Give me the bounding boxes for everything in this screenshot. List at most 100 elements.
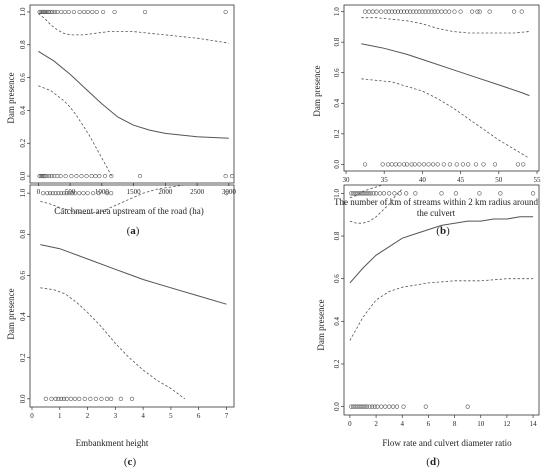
- x-tick-label-b-2: 40: [419, 176, 427, 184]
- data-point-b-1: [366, 9, 372, 14]
- x-tick-label-d-0: 0: [348, 420, 352, 428]
- data-point-b-28: [469, 9, 475, 14]
- data-point-c-35: [109, 396, 114, 401]
- data-point-d-25: [349, 404, 354, 409]
- data-point-c-1: [45, 191, 50, 196]
- x-tick-label-c-1: 1: [58, 412, 62, 420]
- data-point-b-34: [363, 162, 368, 167]
- data-point-a-22: [112, 9, 117, 15]
- data-point-c-13: [81, 191, 86, 196]
- data-point-c-4: [53, 191, 58, 196]
- x-tick-label-c-4: 4: [141, 412, 145, 420]
- data-point-d-34: [367, 404, 372, 409]
- data-point-a-35: [58, 173, 63, 179]
- data-point-a-24: [223, 9, 228, 15]
- data-point-b-55: [481, 162, 486, 167]
- data-point-b-32: [511, 9, 517, 14]
- data-point-a-17: [81, 9, 87, 15]
- data-point-d-36: [372, 404, 377, 409]
- data-point-c-28: [72, 396, 78, 401]
- y-tick-label-d-2: 0.4: [333, 316, 341, 325]
- data-point-a-33: [52, 173, 57, 179]
- data-point-c-37: [129, 396, 135, 401]
- x-tick-label-b-0: 30: [343, 176, 351, 184]
- data-point-a-10: [52, 9, 57, 15]
- y-tick-label-b-3: 0.6: [333, 68, 341, 77]
- ci-line-b-2: [361, 78, 530, 159]
- y-tick-label-d-0: 0.0: [333, 402, 341, 411]
- y-tick-label-a-3: 0.6: [19, 73, 27, 82]
- data-point-a-38: [74, 173, 79, 179]
- data-point-b-11: [401, 9, 407, 14]
- data-point-b-49: [441, 162, 446, 167]
- data-point-d-2: [353, 191, 358, 196]
- data-point-d-7: [362, 191, 368, 196]
- data-point-b-47: [430, 162, 436, 167]
- data-point-a-39: [79, 173, 84, 179]
- data-point-c-29: [77, 396, 82, 401]
- data-point-d-39: [383, 404, 388, 409]
- data-point-c-14: [85, 191, 90, 196]
- data-point-d-20: [439, 191, 444, 196]
- x-tick-label-a-3: 1500: [127, 188, 142, 196]
- data-point-c-8: [64, 191, 69, 196]
- data-point-c-6: [59, 191, 64, 196]
- data-point-b-3: [374, 9, 379, 14]
- data-point-a-19: [90, 9, 95, 15]
- data-point-c-7: [61, 191, 67, 196]
- fit-line-c-0: [40, 244, 227, 305]
- data-point-b-45: [421, 162, 427, 167]
- x-tick-label-c-0: 0: [30, 412, 34, 420]
- x-axis-label-b-line-1: The number of km of streams within 2 km …: [334, 197, 538, 207]
- data-point-d-17: [397, 191, 402, 196]
- data-point-c-34: [104, 396, 110, 401]
- data-point-d-43: [401, 404, 406, 409]
- data-point-b-40: [401, 162, 407, 167]
- data-point-d-8: [364, 191, 370, 196]
- data-point-d-9: [366, 191, 371, 196]
- data-point-a-28: [41, 173, 46, 179]
- data-point-b-53: [466, 162, 471, 167]
- data-point-a-6: [45, 9, 50, 15]
- panel-label-c: (c): [124, 456, 137, 468]
- x-tick-label-b-3: 45: [457, 176, 465, 184]
- data-point-c-27: [68, 396, 73, 401]
- data-point-b-52: [460, 162, 465, 167]
- data-point-b-50: [447, 162, 453, 167]
- x-tick-label-c-5: 5: [169, 412, 173, 420]
- data-point-c-11: [72, 191, 78, 196]
- y-tick-label-c-5: 1.0: [19, 188, 27, 197]
- data-point-b-20: [429, 9, 434, 14]
- data-point-d-26: [351, 404, 356, 409]
- data-point-b-8: [392, 9, 397, 14]
- data-point-d-41: [390, 404, 396, 409]
- y-tick-label-a-5: 1.0: [19, 7, 27, 16]
- x-tick-label-d-7: 14: [530, 420, 538, 428]
- data-point-c-15: [91, 191, 96, 196]
- x-tick-label-b-1: 35: [381, 176, 389, 184]
- x-tick-label-a-1: 500: [65, 188, 76, 196]
- panel-label-a: (a): [127, 225, 140, 237]
- data-point-b-39: [397, 162, 402, 167]
- y-axis-label-b: Dam presence: [312, 65, 322, 116]
- data-point-a-43: [97, 173, 102, 179]
- data-point-c-3: [50, 191, 55, 196]
- curves-b: [361, 17, 530, 159]
- data-point-b-0: [363, 9, 368, 14]
- data-point-d-30: [358, 404, 364, 409]
- plot-frame-d: [343, 184, 540, 416]
- data-point-b-43: [412, 162, 417, 167]
- data-point-a-42: [93, 173, 98, 179]
- data-point-d-1: [351, 191, 356, 196]
- data-point-b-31: [487, 9, 492, 14]
- data-point-b-12: [405, 9, 410, 14]
- data-point-a-34: [55, 173, 60, 179]
- x-tick-label-c-2: 2: [86, 412, 90, 420]
- ci-line-c-2: [40, 287, 186, 400]
- curves-c: [40, 185, 227, 400]
- data-point-a-18: [85, 9, 90, 15]
- data-point-a-41: [89, 173, 94, 179]
- data-point-a-9: [50, 9, 55, 15]
- panel-c: 0 1 2 3 4 5 6 70.00.20.40.60.81.0 Dam presence …: [6, 184, 235, 468]
- data-point-b-27: [458, 9, 463, 14]
